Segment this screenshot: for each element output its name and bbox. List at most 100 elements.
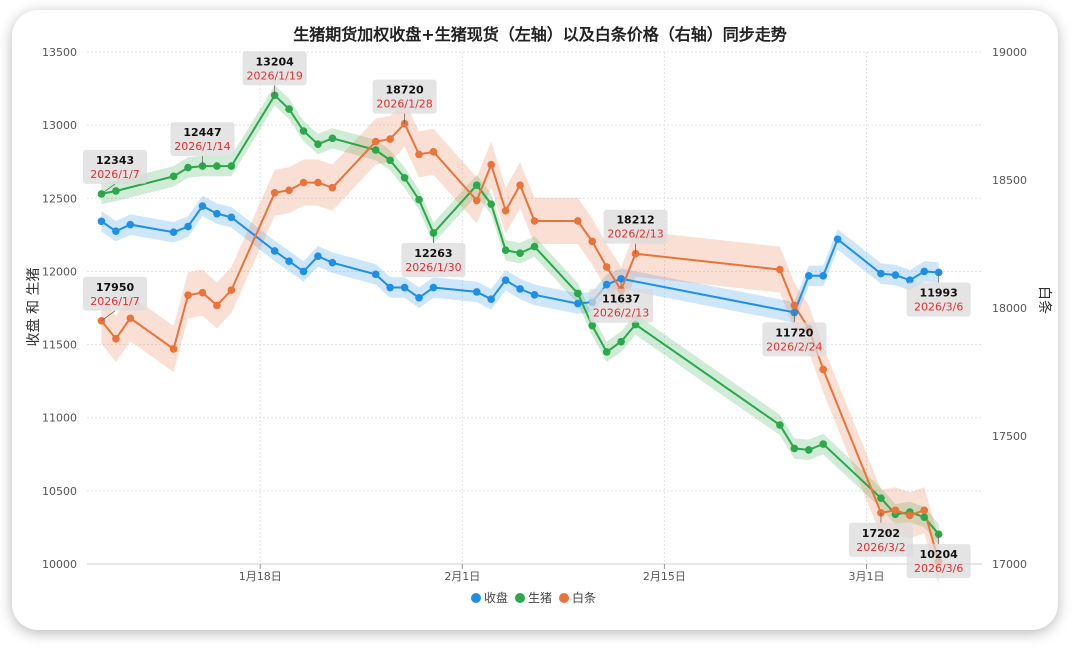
data-point: [227, 162, 236, 170]
data-point: [790, 444, 799, 453]
data-point: [602, 263, 611, 271]
data-point: [776, 421, 784, 429]
data-point: [472, 181, 481, 189]
x-tick-label: 2月15日: [643, 570, 686, 583]
legend-marker: [559, 593, 569, 603]
data-point: [213, 301, 221, 310]
data-point: [819, 440, 828, 448]
data-point: [227, 286, 236, 294]
annotation-value: 11720: [775, 326, 814, 339]
left-tick-label: 12000: [42, 265, 77, 278]
data-point: [285, 186, 293, 195]
annotation-box: [401, 242, 466, 277]
annotation-value: 18212: [616, 214, 654, 227]
data-point: [891, 506, 900, 515]
data-point: [877, 269, 885, 278]
annotation-value: 12343: [96, 154, 134, 167]
annotation-date: 2026/3/6: [914, 562, 963, 575]
legend-label: 白条: [572, 590, 596, 605]
x-axis-ticks: 1月18日 2月1日 2月15日 3月1日: [239, 564, 885, 583]
data-point: [530, 291, 539, 299]
data-point: [386, 135, 394, 143]
data-point: [516, 285, 524, 293]
data-point: [227, 213, 236, 222]
data-point: [328, 134, 337, 143]
data-point: [198, 202, 207, 210]
annotation-box: [589, 288, 654, 323]
legend-item-2[interactable]: 白条: [559, 590, 596, 605]
data-point: [804, 446, 813, 454]
data-point: [487, 200, 495, 208]
annotation-value: 18720: [385, 84, 424, 97]
data-point: [833, 235, 842, 244]
data-point: [415, 195, 423, 204]
legend-marker: [515, 593, 525, 603]
annotation-value: 12263: [414, 247, 452, 260]
data-point: [501, 246, 510, 255]
annotation-pointer: [101, 183, 116, 195]
right-tick-label: 19000: [992, 46, 1027, 59]
annotation-value: 10204: [920, 548, 959, 561]
annotation-value: 11637: [602, 293, 640, 306]
data-point: [184, 222, 192, 231]
data-point: [588, 237, 597, 246]
x-tick-label: 1月18日: [239, 570, 282, 583]
data-point: [487, 160, 495, 169]
data-point: [299, 178, 308, 187]
annotation-date: 2026/3/6: [914, 300, 963, 313]
right-tick-label: 18000: [992, 302, 1027, 315]
data-point: [112, 187, 120, 195]
annotation-date: 2026/1/30: [405, 261, 461, 274]
data-point: [371, 137, 380, 146]
data-point: [920, 513, 929, 521]
annotation-box: [762, 322, 827, 357]
annotation-box: [848, 522, 913, 557]
data-point: [516, 181, 524, 189]
legend-item-0[interactable]: 收盘: [471, 590, 508, 605]
data-point: [617, 337, 625, 346]
annotation-box: [83, 149, 147, 184]
annotation-value: 11993: [920, 286, 958, 299]
data-point: [920, 267, 929, 276]
annotation-value: 17950: [96, 281, 135, 294]
data-point: [299, 267, 308, 276]
data-point: [299, 127, 308, 135]
annotation-box: [83, 276, 147, 311]
data-point: [804, 272, 813, 280]
data-point: [501, 276, 510, 285]
data-point: [285, 105, 293, 113]
right-tick-label: 18500: [992, 174, 1027, 187]
data-point: [270, 189, 279, 197]
data-point: [501, 206, 510, 215]
data-point: [906, 276, 914, 285]
annotation-box: [242, 51, 307, 86]
left-tick-label: 11000: [42, 412, 77, 425]
left-tick-label: 10500: [42, 485, 77, 498]
annotation-box: [170, 122, 235, 157]
x-tick-label: 2月1日: [444, 570, 480, 583]
left-tick-label: 12500: [42, 192, 77, 205]
annotation-date: 2026/1/14: [174, 140, 230, 153]
grid-lines: [87, 51, 982, 565]
annotation-box: [906, 282, 971, 317]
data-point: [472, 288, 481, 296]
right-axis-ticks: 17000 17500 18000 18500 19000: [992, 46, 1027, 571]
data-point: [530, 217, 539, 225]
data-point: [184, 291, 192, 300]
annotation-box: [906, 544, 971, 579]
annotation-date: 2026/1/19: [246, 69, 302, 82]
data-point: [530, 242, 539, 251]
data-point: [819, 272, 828, 280]
data-point: [920, 506, 929, 515]
data-point: [169, 345, 178, 353]
data-point: [285, 257, 293, 265]
data-point: [328, 183, 337, 192]
annotation-pointer: [101, 310, 116, 322]
legend-marker: [471, 593, 481, 603]
legend-item-1[interactable]: 生猪: [515, 591, 552, 605]
data-point: [574, 299, 582, 308]
data-point: [429, 148, 438, 156]
left-tick-label: 10000: [42, 558, 77, 571]
